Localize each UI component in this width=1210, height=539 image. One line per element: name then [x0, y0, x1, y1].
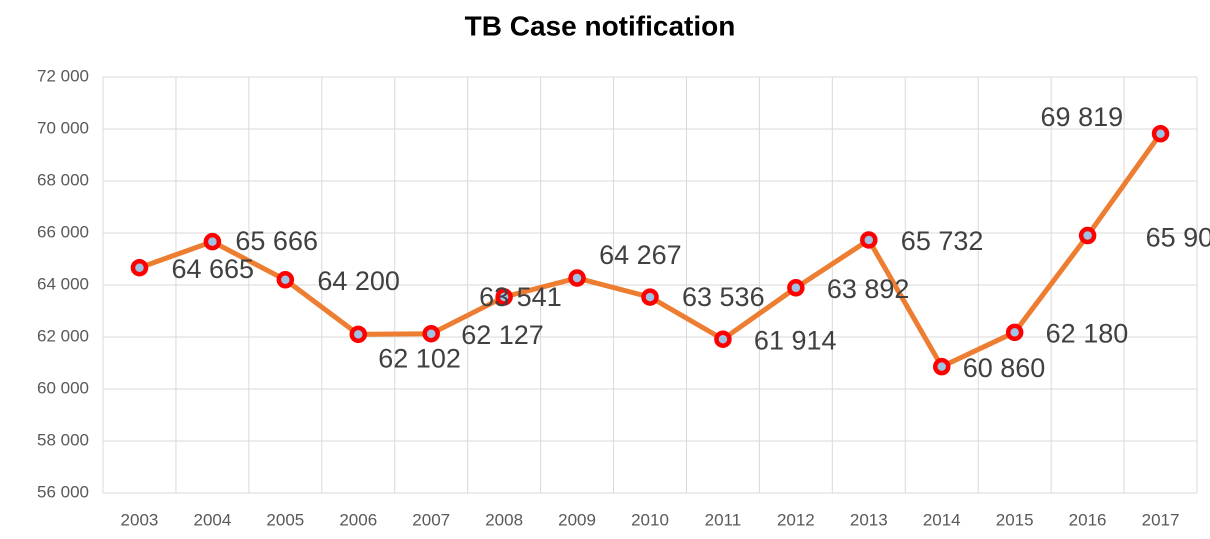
- data-label: 62 127: [461, 320, 544, 350]
- data-label: 65 732: [901, 226, 984, 256]
- y-tick-label: 66 000: [37, 222, 89, 241]
- marker: [130, 258, 149, 277]
- x-tick-label: 2007: [412, 510, 450, 529]
- chart-title: TB Case notification: [465, 10, 736, 41]
- x-tick-label: 2011: [705, 510, 742, 529]
- data-label: 62 180: [1046, 318, 1129, 348]
- x-tick-label: 2008: [485, 510, 523, 529]
- data-label: 63 536: [682, 282, 765, 312]
- marker: [1005, 323, 1024, 342]
- x-tick-label: 2006: [339, 510, 377, 529]
- x-tick-label: 2005: [266, 510, 304, 529]
- data-label: 65 666: [235, 226, 318, 256]
- y-tick-label: 68 000: [37, 170, 89, 189]
- data-label: 62 102: [378, 343, 461, 373]
- data-label: 64 200: [317, 266, 400, 296]
- marker: [422, 324, 440, 343]
- data-label: 64 665: [171, 254, 254, 284]
- marker: [568, 269, 586, 287]
- x-tick-label: 2016: [1069, 510, 1107, 529]
- y-tick-label: 56 000: [37, 482, 89, 501]
- y-tick-label: 60 000: [37, 378, 89, 397]
- x-tick-label: 2013: [850, 510, 888, 529]
- marker: [641, 288, 659, 306]
- y-tick-label: 64 000: [37, 274, 89, 293]
- x-tick-label: 2010: [631, 510, 669, 529]
- y-tick-label: 62 000: [37, 326, 89, 345]
- x-tick-label: 2003: [121, 510, 159, 529]
- marker: [932, 357, 951, 376]
- marker: [495, 288, 513, 306]
- data-label: 64 267: [599, 240, 682, 270]
- y-tick-label: 70 000: [37, 118, 89, 137]
- marker: [349, 325, 368, 344]
- marker: [276, 271, 295, 289]
- y-tick-label: 58 000: [37, 430, 89, 449]
- data-label: 60 860: [963, 353, 1046, 383]
- x-tick-label: 2004: [193, 510, 231, 529]
- x-tick-label: 2012: [777, 510, 815, 529]
- y-tick-label: 72 000: [37, 66, 89, 85]
- data-label: 63 892: [827, 274, 910, 304]
- marker: [860, 231, 878, 249]
- marker: [787, 279, 805, 297]
- marker: [1078, 226, 1097, 245]
- data-label: 65 902: [1146, 223, 1210, 253]
- data-label: 69 819: [1041, 102, 1124, 132]
- x-tick-label: 2009: [558, 510, 596, 529]
- marker: [714, 330, 732, 348]
- data-label: 63 541: [479, 282, 562, 312]
- x-tick-label: 2014: [923, 510, 961, 529]
- x-tick-label: 2015: [996, 510, 1034, 529]
- marker: [1151, 124, 1170, 143]
- x-tick-label: 2017: [1142, 510, 1180, 529]
- marker: [203, 232, 222, 251]
- data-label: 61 914: [754, 325, 837, 355]
